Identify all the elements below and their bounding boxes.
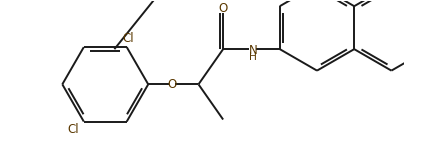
Text: H: H <box>249 51 257 61</box>
Text: Cl: Cl <box>67 124 79 137</box>
Text: N: N <box>249 44 258 57</box>
Text: Cl: Cl <box>123 32 134 45</box>
Text: O: O <box>219 2 228 15</box>
Text: O: O <box>167 78 177 91</box>
